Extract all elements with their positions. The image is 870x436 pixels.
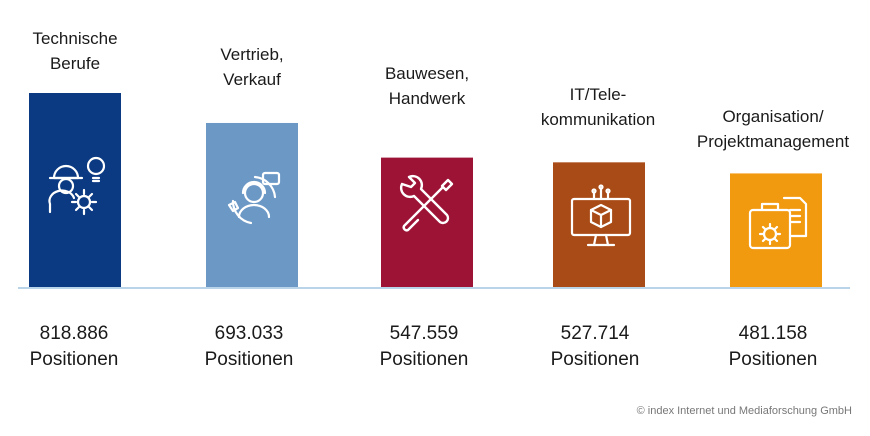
value-label-it-telekommunikation: 527.714 Positionen (550, 323, 640, 370)
category-label-vertrieb: Vertrieb, Verkauf (220, 45, 284, 89)
customer-service-icon (227, 171, 281, 225)
copyright-notice: © index Internet und Mediaforschung GmbH (636, 405, 852, 417)
worker-gear-lightbulb-icon (48, 156, 106, 216)
bar-1 (29, 93, 121, 288)
category-label-organisation: Organisation/ Projektmanagement (696, 107, 850, 151)
value-label-organisation: 481.158 Positionen (728, 323, 818, 370)
category-label-technische-berufe: Technische Berufe (32, 29, 118, 73)
category-label-it-telekommunikation: IT/Tele- kommunikation (540, 85, 656, 129)
bar-3 (381, 157, 473, 288)
chart-baseline (18, 287, 850, 289)
value-label-bauwesen: 547.559 Positionen (379, 323, 469, 370)
computer-cube-icon (570, 184, 632, 247)
category-label-bauwesen: Bauwesen, Handwerk (384, 64, 470, 108)
value-label-vertrieb: 693.033 Positionen (204, 323, 294, 370)
wrench-screwdriver-icon (399, 174, 454, 232)
value-label-technische-berufe: 818.886 Positionen (29, 323, 119, 370)
briefcase-gear-icon (748, 196, 808, 250)
